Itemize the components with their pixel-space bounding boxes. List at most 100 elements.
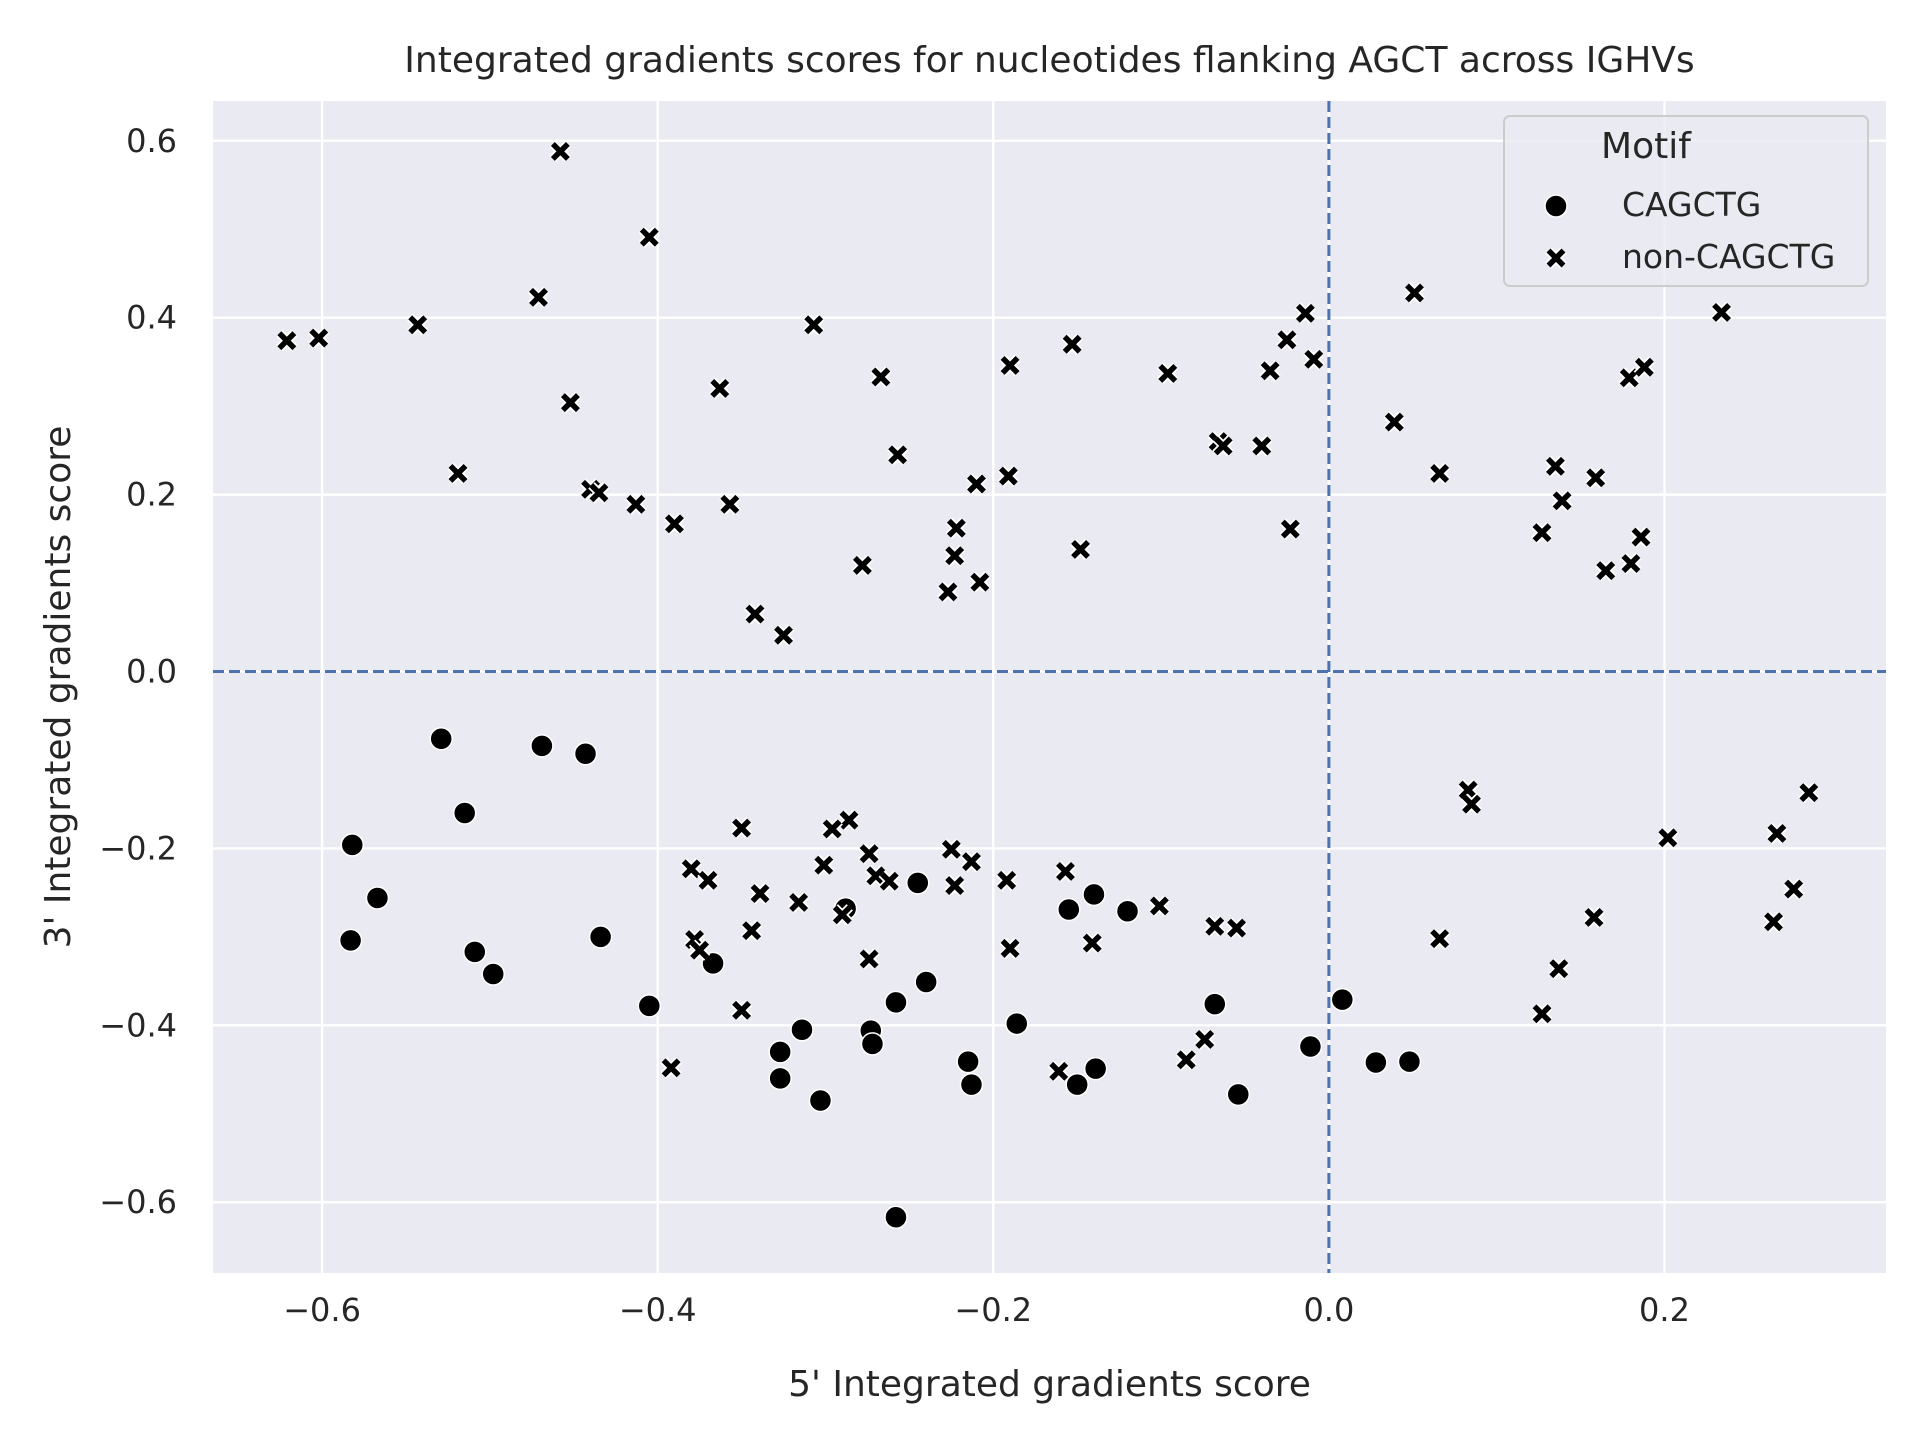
non-cagctg-point [813,854,835,876]
legend: Motif CAGCTG non-CAGCTG [1503,115,1869,287]
y-tick-label: −0.2 [99,829,177,867]
non-cagctg-point [1194,1028,1216,1051]
non-cagctg-point [969,571,991,593]
cagctg-point [884,990,908,1015]
non-cagctg-point [937,581,959,603]
non-cagctg-point [697,869,719,891]
cagctg-point [452,801,477,825]
cagctg-point [1364,1050,1388,1075]
cagctg-point [1226,1082,1251,1107]
non-cagctg-point [858,843,880,865]
non-cagctg-point [996,869,1018,891]
cagctg-point [906,871,930,895]
cagctg-point [365,886,390,910]
non-cagctg-point [997,465,1020,487]
cagctg-point [340,833,365,857]
non-cagctg-point [1148,895,1171,917]
chart-title: Integrated gradients scores for nucleoti… [404,40,1694,81]
non-cagctg-point [821,818,843,840]
non-cagctg-point [1428,462,1451,485]
y-tick-label: 0.0 [126,653,177,691]
non-cagctg-point [999,937,1021,960]
non-cagctg-point [1595,560,1617,582]
non-cagctg-point [1054,860,1077,883]
cagctg-point [701,951,725,976]
non-cagctg-point [870,366,892,388]
non-cagctg-point [1428,927,1451,950]
legend-entry: CAGCTG [1544,185,1761,224]
legend-entries: CAGCTG non-CAGCTG [1544,185,1835,276]
non-cagctg-point [1531,1003,1553,1025]
non-cagctg-point [858,948,880,970]
y-tick-label: 0.6 [126,122,177,160]
non-cagctg-point [730,817,753,839]
x-tick-label: 0.0 [1303,1291,1354,1329]
y-tick-label: −0.6 [99,1183,177,1221]
non-cagctg-point [1583,906,1605,929]
cagctg-point [860,1032,885,1056]
non-cagctg-point [744,603,766,625]
non-cagctg-point [965,473,988,495]
non-cagctg-point [1633,356,1656,378]
cagctg-point [481,962,505,986]
non-cagctg-point [588,482,610,504]
non-cagctg-point [940,838,963,860]
non-cagctg-point [1551,490,1573,512]
cagctg-point [429,726,453,751]
non-cagctg-point [944,874,966,897]
non-cagctg-point [999,354,1021,377]
non-cagctg-point [851,554,874,577]
cagctg-point [768,1066,792,1091]
non-cagctg-point [944,544,966,567]
non-cagctg-point [1457,779,1479,801]
non-cagctg-point [730,999,753,1021]
cagctg-point [768,1040,792,1064]
cagctg-point [884,1205,908,1230]
non-cagctg-point [1157,362,1179,385]
x-tick-label: −0.6 [283,1291,361,1329]
cagctg-point [1057,897,1081,922]
non-cagctg-point [878,870,900,892]
legend-box [1503,115,1869,287]
non-cagctg-point [1259,360,1281,382]
non-cagctg-point [1620,552,1642,575]
non-cagctg-point [1061,333,1083,355]
cagctg-point [1005,1011,1029,1036]
non-cagctg-point [276,330,298,352]
x-tick-label: 0.2 [1639,1291,1690,1329]
non-cagctg-point [407,314,429,336]
non-cagctg-point [1657,827,1679,849]
non-cagctg-point [1403,282,1426,304]
x-marker-icon [1545,247,1567,269]
non-cagctg-point [688,939,711,961]
non-cagctg-point [1069,538,1092,561]
cagctg-point [1330,987,1355,1012]
reference-lines [213,101,1886,1273]
non-cagctg-point [749,882,771,905]
non-cagctg-point [709,377,731,400]
non-cagctg-point [803,314,825,336]
non-cagctg-point [447,462,469,485]
non-cagctg-point [1204,915,1226,937]
legend-label: non-CAGCTG [1622,237,1835,276]
cagctg-point [1065,1072,1089,1097]
non-cagctg-point [663,513,686,535]
non-cagctg-point [1630,526,1652,548]
y-tick-label: 0.2 [126,476,177,514]
cagctg-point [1082,882,1106,907]
cagctg-point [790,1018,814,1042]
non-cagctg-point [1531,521,1553,544]
x-axis-label: 5' Integrated gradients score [788,1364,1311,1405]
non-cagctg-point [638,226,660,248]
non-cagctg-point [1048,1060,1070,1083]
non-cagctg-point [1548,958,1570,980]
cagctg-point [338,928,363,953]
non-cagctg-point [527,286,550,309]
legend-title: Motif [1601,126,1692,167]
non-cagctg-point [1279,518,1301,540]
non-cagctg-point [1783,878,1805,900]
non-cagctg-point [865,865,887,887]
cagctg-point [959,1072,984,1097]
